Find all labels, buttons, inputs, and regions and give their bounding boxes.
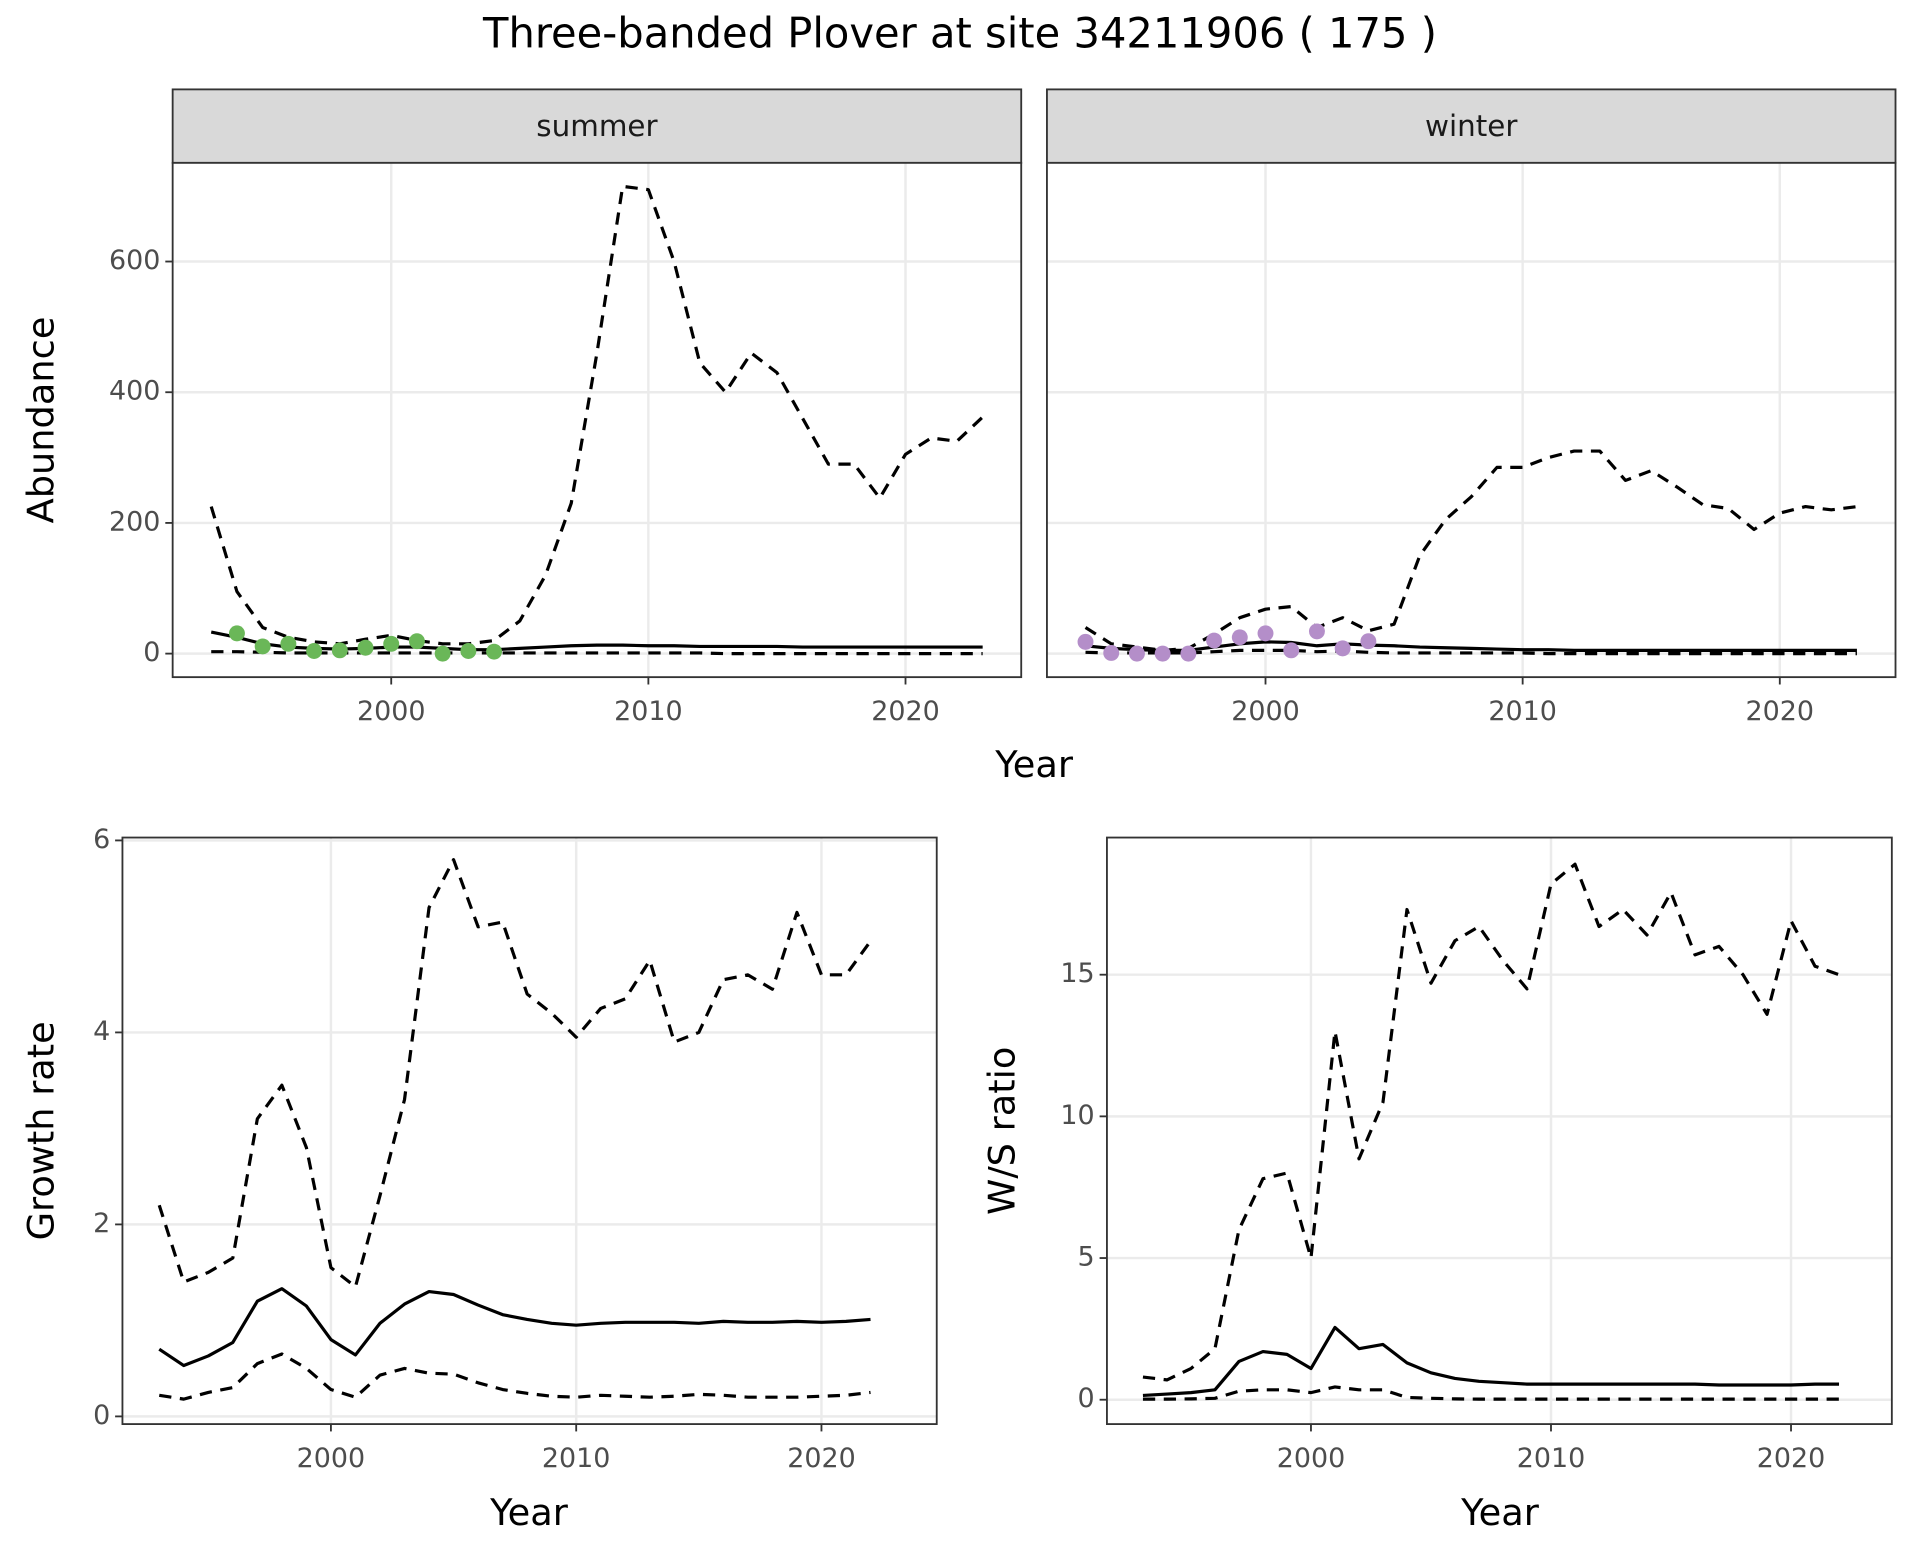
data-point <box>1206 632 1223 649</box>
y-tick-label: 400 <box>109 376 160 407</box>
data-point <box>383 635 400 652</box>
y-tick-label: 5 <box>1078 1242 1095 1273</box>
x-axis-title: Year <box>994 743 1074 786</box>
x-tick-label: 2000 <box>357 696 426 727</box>
panel-background <box>1046 162 1896 678</box>
data-point <box>1231 629 1248 646</box>
data-point <box>1283 642 1300 659</box>
data-point <box>1308 623 1325 640</box>
panel-border <box>1106 836 1893 1425</box>
data-point <box>460 643 477 659</box>
panel-background <box>122 837 937 1425</box>
x-axis-title: Year <box>489 1491 569 1534</box>
data-point <box>1154 645 1171 662</box>
x-tick-label: 2020 <box>1757 1443 1826 1474</box>
facet-strip <box>171 88 1023 164</box>
x-tick-label: 2000 <box>1277 1443 1346 1474</box>
y-tick-label: 2 <box>93 1208 110 1239</box>
panel-border <box>1046 161 1897 679</box>
data-point <box>331 642 348 659</box>
facet-strip <box>1046 88 1897 164</box>
panel-border <box>171 161 1023 679</box>
data-point <box>254 638 271 655</box>
facet-label: winter <box>1425 109 1518 143</box>
data-point <box>357 639 374 656</box>
x-tick-label: 2020 <box>871 696 940 727</box>
data-point <box>306 643 323 659</box>
y-tick-label: 15 <box>1060 958 1094 989</box>
interval-line <box>158 1352 871 1401</box>
interval-line <box>1142 862 1840 1382</box>
y-tick-label: 0 <box>1078 1383 1095 1414</box>
interval-line <box>1085 648 1857 656</box>
y-tick-label: 200 <box>109 506 160 537</box>
data-point <box>1180 645 1197 662</box>
panel-background <box>172 162 1022 678</box>
data-point <box>1128 645 1145 662</box>
data-point <box>1257 625 1274 642</box>
data-point <box>1103 645 1120 661</box>
x-tick-label: 2000 <box>1231 696 1300 727</box>
y-tick-label: 6 <box>93 824 110 855</box>
median-line <box>1142 1325 1840 1398</box>
y-tick-label: 0 <box>93 1400 110 1431</box>
data-point <box>1077 633 1094 650</box>
x-tick-label: 2010 <box>614 696 683 727</box>
y-tick-label: 10 <box>1060 1100 1094 1131</box>
y-tick-label: 600 <box>109 245 160 276</box>
panel-background <box>1106 837 1892 1425</box>
data-point <box>1334 640 1351 657</box>
x-tick-label: 2000 <box>297 1443 366 1474</box>
x-axis-title: Year <box>1460 1491 1540 1534</box>
data-point <box>1360 633 1377 650</box>
data-point <box>280 635 297 652</box>
y-axis-title: W/S ratio <box>981 1047 1024 1215</box>
y-tick-label: 4 <box>93 1016 110 1047</box>
panel-border <box>121 836 938 1425</box>
data-point <box>434 645 451 662</box>
y-axis-title: Abundance <box>19 317 62 524</box>
x-tick-label: 2010 <box>542 1443 611 1474</box>
interval-line <box>1084 449 1858 652</box>
interval-line <box>1142 1385 1840 1401</box>
y-axis-title: Growth rate <box>19 1021 62 1240</box>
facet-label: summer <box>536 109 658 143</box>
data-point <box>486 643 503 660</box>
median-line <box>158 1287 871 1368</box>
figure-title: Three-banded Plover at site 34211906 ( 1… <box>482 9 1437 58</box>
data-point <box>408 633 425 650</box>
interval-line <box>157 858 872 1289</box>
x-tick-label: 2020 <box>787 1443 856 1474</box>
y-tick-label: 0 <box>143 637 160 668</box>
data-point <box>228 625 245 642</box>
x-tick-label: 2010 <box>1517 1443 1586 1474</box>
x-tick-label: 2020 <box>1746 696 1815 727</box>
x-tick-label: 2010 <box>1488 696 1557 727</box>
